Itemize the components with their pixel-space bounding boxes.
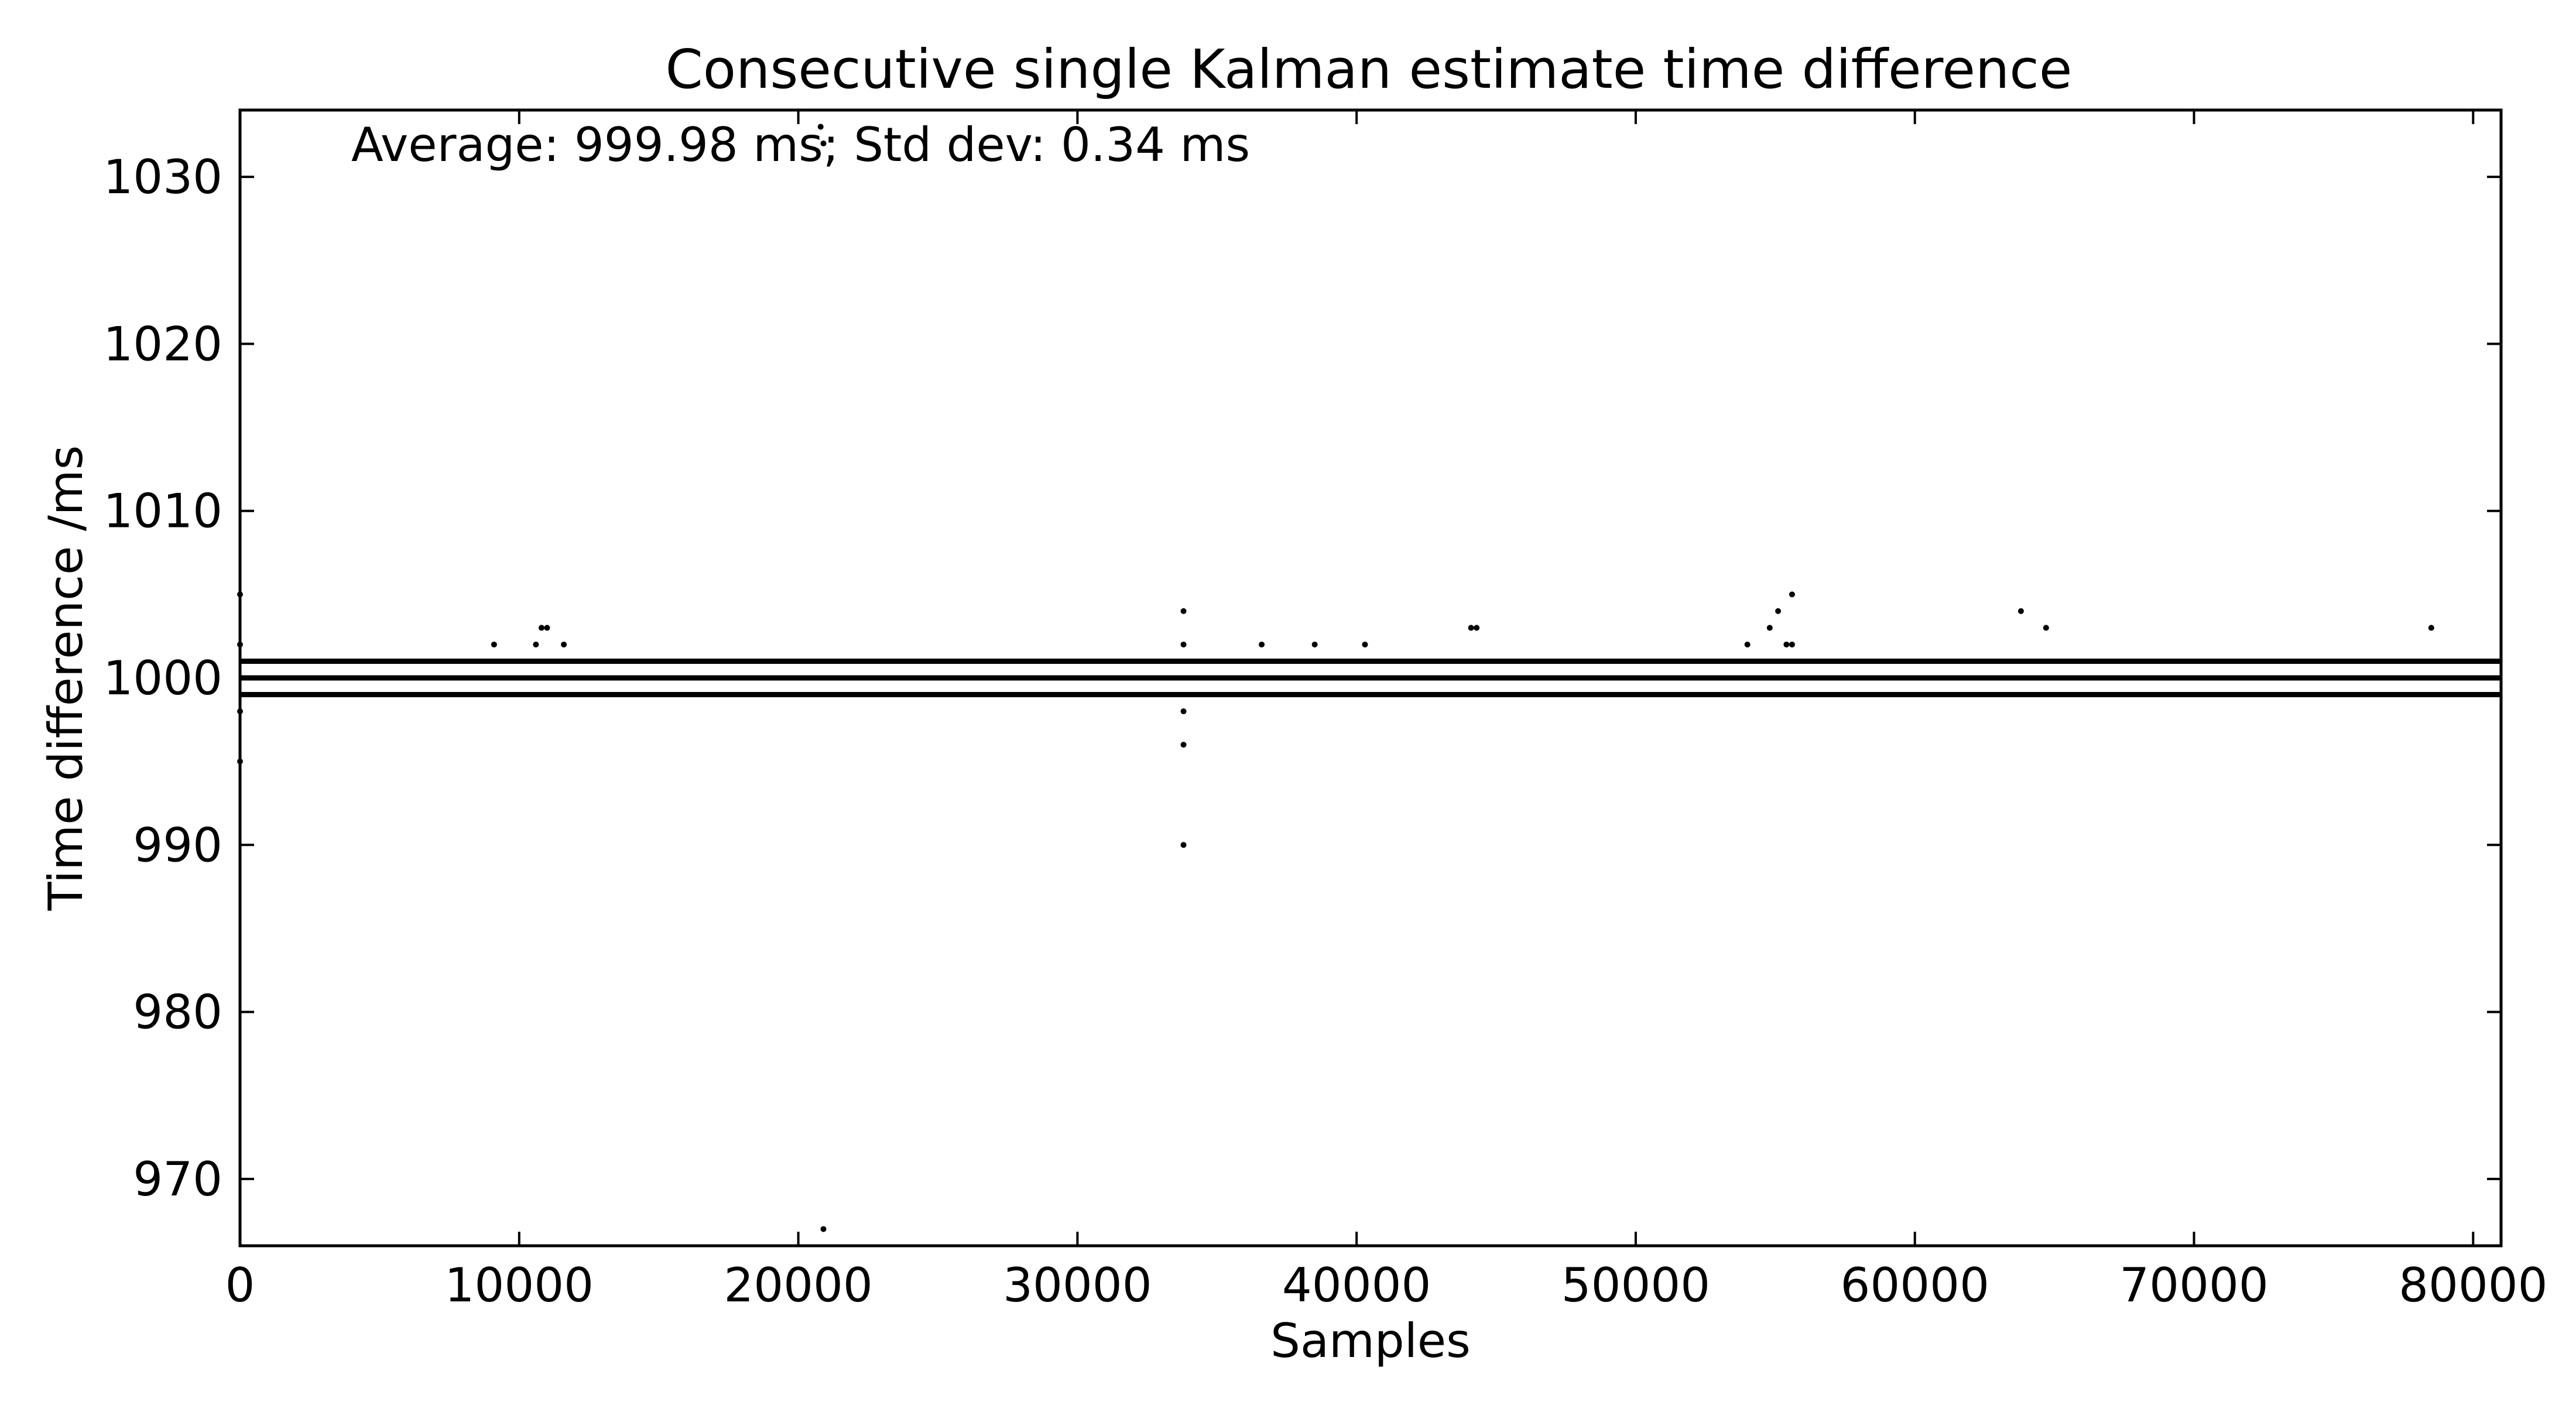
data-point-20: [1468, 625, 1474, 631]
y-tick-label: 1010: [103, 484, 222, 539]
data-point-9: [817, 124, 824, 130]
data-point-27: [1789, 641, 1795, 647]
y-axis-label: Time difference /ms: [39, 446, 93, 911]
stats-annotation: Average: 999.98 ms; Std dev: 0.34 ms: [351, 118, 1250, 172]
y-tick-label: 970: [133, 1152, 222, 1207]
x-tick-label: 0: [225, 1258, 255, 1313]
data-point-26: [1789, 591, 1795, 598]
data-point-5: [533, 641, 539, 647]
y-tick-label: 980: [133, 985, 222, 1040]
data-point-8: [561, 641, 567, 647]
y-tick-label: 990: [133, 818, 222, 872]
data-point-4: [491, 641, 497, 647]
x-tick-label: 30000: [1003, 1258, 1152, 1313]
data-point-19: [1362, 641, 1368, 647]
data-point-6: [538, 625, 544, 631]
data-point-30: [2428, 625, 2434, 631]
data-point-15: [1180, 742, 1187, 748]
data-point-14: [1180, 708, 1187, 715]
x-axis-label: Samples: [1270, 1314, 1471, 1368]
data-point-7: [544, 625, 550, 631]
x-tick-label: 70000: [2119, 1258, 2269, 1313]
y-tick-label: 1020: [103, 317, 222, 371]
y-axis: 970 980 990 1000 1010 1020 1030: [103, 150, 2501, 1207]
y-tick-label: 1030: [103, 150, 222, 204]
x-tick-label: 80000: [2399, 1258, 2548, 1313]
x-tick-label: 10000: [445, 1258, 594, 1313]
data-point-25: [1783, 641, 1790, 647]
x-tick-label: 60000: [1840, 1258, 1989, 1313]
y-tick-label: 1000: [103, 651, 222, 705]
data-point-29: [2043, 625, 2049, 631]
data-point-11: [820, 1226, 827, 1232]
data-point-24: [1775, 608, 1782, 614]
data-point-17: [1259, 641, 1265, 647]
data-point-18: [1311, 641, 1318, 647]
data-point-28: [2017, 608, 2024, 614]
chart-title: Consecutive single Kalman estimate time …: [665, 38, 2072, 101]
x-tick-label: 50000: [1561, 1258, 1711, 1313]
data-point-23: [1766, 625, 1773, 631]
plot-area: [237, 108, 2503, 1248]
data-point-10: [820, 140, 827, 147]
data-point-16: [1180, 842, 1187, 848]
x-axis: 0 10000 20000 30000 40000 50000 60000 70000 8000…: [225, 110, 2548, 1313]
x-tick-label: 20000: [724, 1258, 873, 1313]
data-point-21: [1474, 625, 1480, 631]
dense-bands: [240, 658, 2501, 698]
data-point-12: [1180, 608, 1187, 614]
data-point-13: [1180, 641, 1187, 647]
x-tick-label: 40000: [1282, 1258, 1431, 1313]
data-point-22: [1744, 641, 1751, 647]
